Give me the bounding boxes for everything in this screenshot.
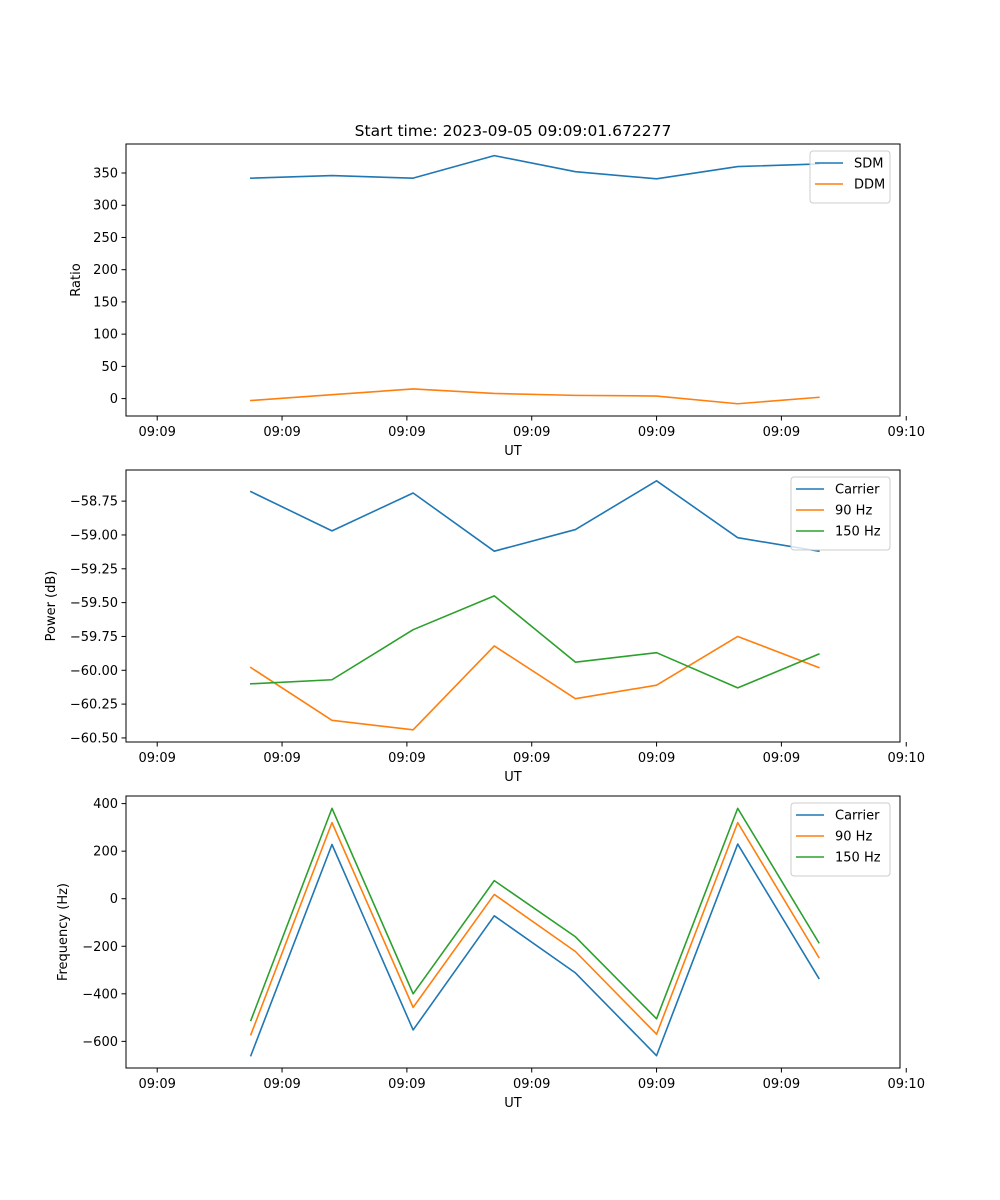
x-axis-label: UT bbox=[504, 1096, 522, 1111]
y-tick-label: 250 bbox=[93, 231, 118, 246]
y-tick-label: −59.00 bbox=[70, 528, 118, 543]
x-tick-label: 09:10 bbox=[888, 1077, 925, 1092]
y-tick-label: −59.25 bbox=[70, 562, 118, 577]
legend-label: SDM bbox=[854, 157, 883, 172]
x-tick-label: 09:09 bbox=[388, 1077, 425, 1092]
plot-area bbox=[126, 144, 900, 416]
x-tick-label: 09:09 bbox=[138, 425, 175, 440]
plot-area bbox=[126, 470, 900, 742]
subplots: 09:09 09:09 09:09 09:09 09:09 09:09 09:10 0 50 10… bbox=[44, 122, 925, 1111]
y-axis-label: Frequency (Hz) bbox=[56, 883, 71, 981]
series-line-150-hz bbox=[250, 595, 820, 689]
series-line-carrier bbox=[249, 843, 820, 1057]
series-line-ddm bbox=[249, 388, 820, 405]
y-tick-label: −60.50 bbox=[70, 731, 118, 746]
x-tick-label: 09:09 bbox=[138, 1077, 175, 1092]
series-line-90-hz bbox=[249, 821, 820, 1036]
x-tick-label: 09:09 bbox=[638, 425, 675, 440]
y-tick-label: −600 bbox=[82, 1035, 118, 1050]
x-tick-label: 09:09 bbox=[388, 425, 425, 440]
y-axis-label: Ratio bbox=[69, 263, 84, 296]
x-axis-label: UT bbox=[504, 444, 522, 459]
y-tick-label: −58.75 bbox=[70, 495, 118, 510]
x-tick-label: 09:09 bbox=[388, 751, 425, 766]
legend: SDM DDM bbox=[809, 150, 891, 204]
legend: Carrier 90 Hz 150 Hz bbox=[790, 476, 891, 551]
x-tick-label: 09:09 bbox=[513, 1077, 550, 1092]
series-line-sdm bbox=[250, 154, 820, 180]
y-tick-label: 400 bbox=[93, 797, 118, 812]
x-tick-label: 09:09 bbox=[763, 425, 800, 440]
axes-frame bbox=[125, 143, 901, 417]
x-tick-label: 09:10 bbox=[888, 751, 925, 766]
x-tick-label: 09:09 bbox=[638, 1077, 675, 1092]
y-tick-label: 300 bbox=[93, 199, 118, 214]
legend-label: 150 Hz bbox=[835, 851, 881, 866]
x-tick-label: 09:09 bbox=[138, 751, 175, 766]
legend-label: Carrier bbox=[835, 483, 880, 498]
legend: Carrier 90 Hz 150 Hz bbox=[790, 802, 891, 877]
y-tick-label: −400 bbox=[82, 987, 118, 1002]
y-tick-label: −59.50 bbox=[70, 596, 118, 611]
y-tick-label: 0 bbox=[110, 392, 118, 407]
series-line-90-hz bbox=[249, 635, 820, 731]
y-tick-label: 50 bbox=[101, 360, 118, 375]
y-tick-label: 100 bbox=[93, 328, 118, 343]
legend-label: 90 Hz bbox=[835, 504, 872, 519]
y-axis-label: Power (dB) bbox=[44, 571, 59, 642]
x-tick-label: 09:10 bbox=[888, 425, 925, 440]
axes-frame bbox=[125, 469, 901, 743]
y-tick-label: 150 bbox=[93, 295, 118, 310]
x-tick-label: 09:09 bbox=[763, 751, 800, 766]
legend-label: 150 Hz bbox=[835, 525, 881, 540]
x-tick-label: 09:09 bbox=[763, 1077, 800, 1092]
axes-frame bbox=[125, 795, 901, 1069]
y-tick-label: −200 bbox=[82, 940, 118, 955]
y-tick-label: 350 bbox=[93, 167, 118, 182]
legend-label: Carrier bbox=[835, 809, 880, 824]
x-tick-label: 09:09 bbox=[263, 425, 300, 440]
y-tick-label: 200 bbox=[93, 845, 118, 860]
x-axis-label: UT bbox=[504, 770, 522, 785]
subplot-3: 09:09 09:09 09:09 09:09 09:09 09:09 09:10 −600 −… bbox=[56, 795, 925, 1111]
legend-box bbox=[809, 150, 891, 204]
y-tick-label: 0 bbox=[110, 892, 118, 907]
y-tick-label: −60.00 bbox=[70, 664, 118, 679]
y-tick-label: 200 bbox=[93, 263, 118, 278]
x-tick-label: 09:09 bbox=[638, 751, 675, 766]
subplot-1: 09:09 09:09 09:09 09:09 09:09 09:09 09:10 0 50 10… bbox=[69, 122, 925, 459]
y-tick-label: −59.75 bbox=[70, 630, 118, 645]
series-line-carrier bbox=[249, 480, 820, 553]
chart-title: Start time: 2023-09-05 09:09:01.672277 bbox=[355, 122, 672, 140]
x-tick-label: 09:09 bbox=[513, 425, 550, 440]
legend-label: 90 Hz bbox=[835, 830, 872, 845]
y-tick-label: −60.25 bbox=[70, 698, 118, 713]
subplot-2: 09:09 09:09 09:09 09:09 09:09 09:09 09:10 −60.5… bbox=[44, 469, 925, 785]
plot-area bbox=[126, 796, 900, 1068]
x-tick-label: 09:09 bbox=[263, 751, 300, 766]
x-tick-label: 09:09 bbox=[513, 751, 550, 766]
x-tick-label: 09:09 bbox=[263, 1077, 300, 1092]
series-line-150-hz bbox=[249, 807, 820, 1022]
legend-label: DDM bbox=[854, 178, 885, 193]
